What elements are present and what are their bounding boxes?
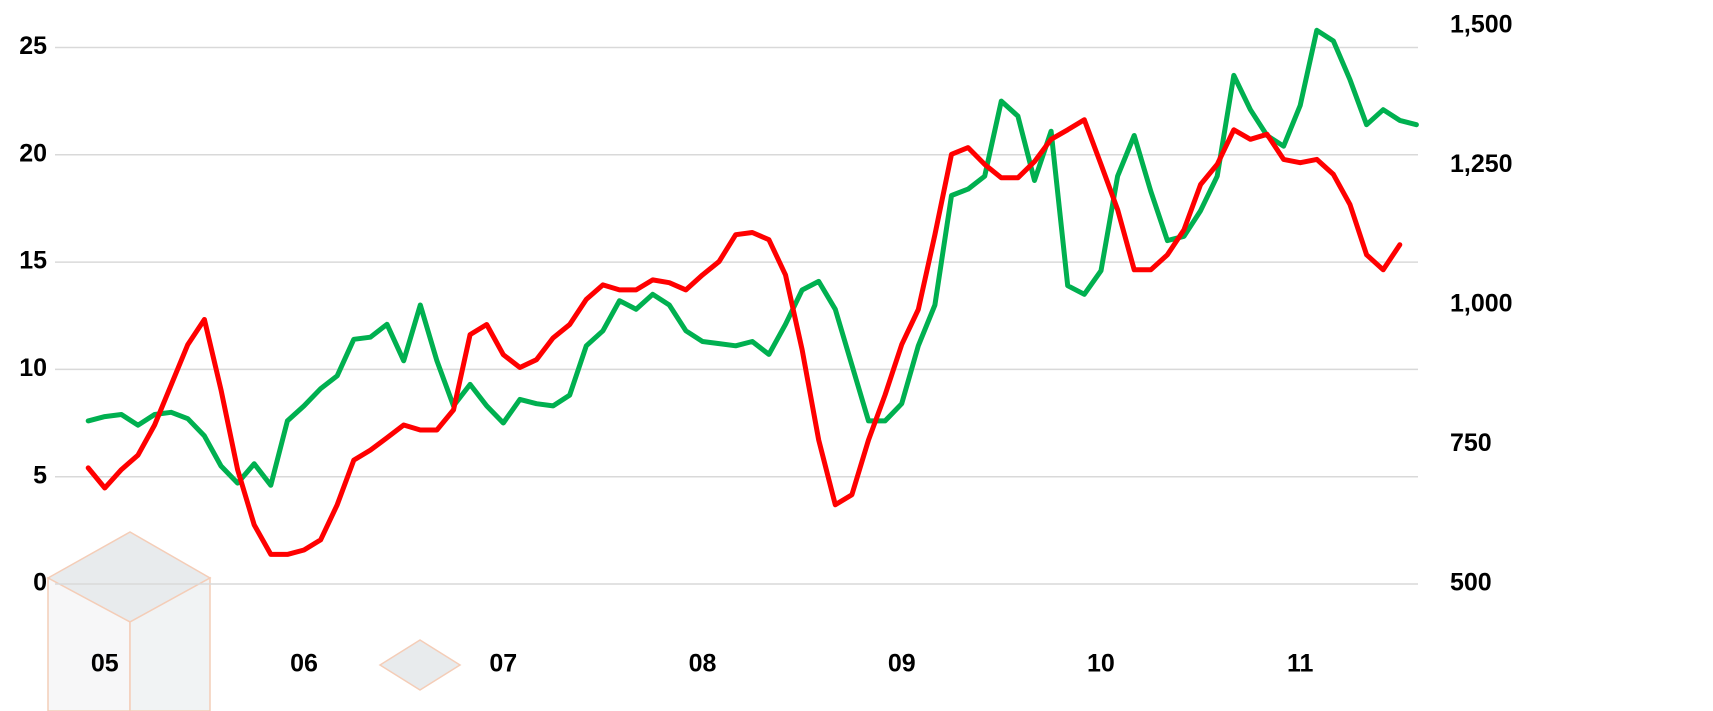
y-tick-label: 0 bbox=[33, 569, 47, 597]
x-tick-label: 08 bbox=[689, 650, 717, 678]
series-line bbox=[85, 117, 1403, 557]
y-tick-label: 20 bbox=[19, 139, 47, 167]
y-tick-label: 10 bbox=[19, 354, 47, 382]
x-tick-label: 09 bbox=[888, 650, 916, 678]
y-tick-label: 5 bbox=[33, 461, 47, 489]
x-tick-label: 05 bbox=[91, 650, 119, 678]
cube-top bbox=[378, 639, 462, 691]
y2-tick-label: 1,500 bbox=[1450, 11, 1513, 39]
y-tick-label: 25 bbox=[19, 32, 47, 60]
y2-tick-label: 1,000 bbox=[1450, 290, 1513, 318]
x-tick-label: 11 bbox=[1287, 650, 1314, 678]
x-tick-label: 06 bbox=[290, 650, 318, 678]
cube-side bbox=[47, 576, 131, 711]
y2-tick-label: 500 bbox=[1450, 569, 1492, 597]
y2-tick-label: 750 bbox=[1450, 429, 1492, 457]
x-tick-label: 10 bbox=[1087, 650, 1115, 678]
series-line bbox=[85, 27, 1419, 488]
y-tick-label: 15 bbox=[19, 247, 47, 275]
decoration bbox=[46, 531, 462, 711]
x-tick-label: 07 bbox=[489, 650, 517, 678]
cube-side bbox=[129, 576, 211, 711]
y2-tick-label: 1,250 bbox=[1450, 150, 1513, 178]
